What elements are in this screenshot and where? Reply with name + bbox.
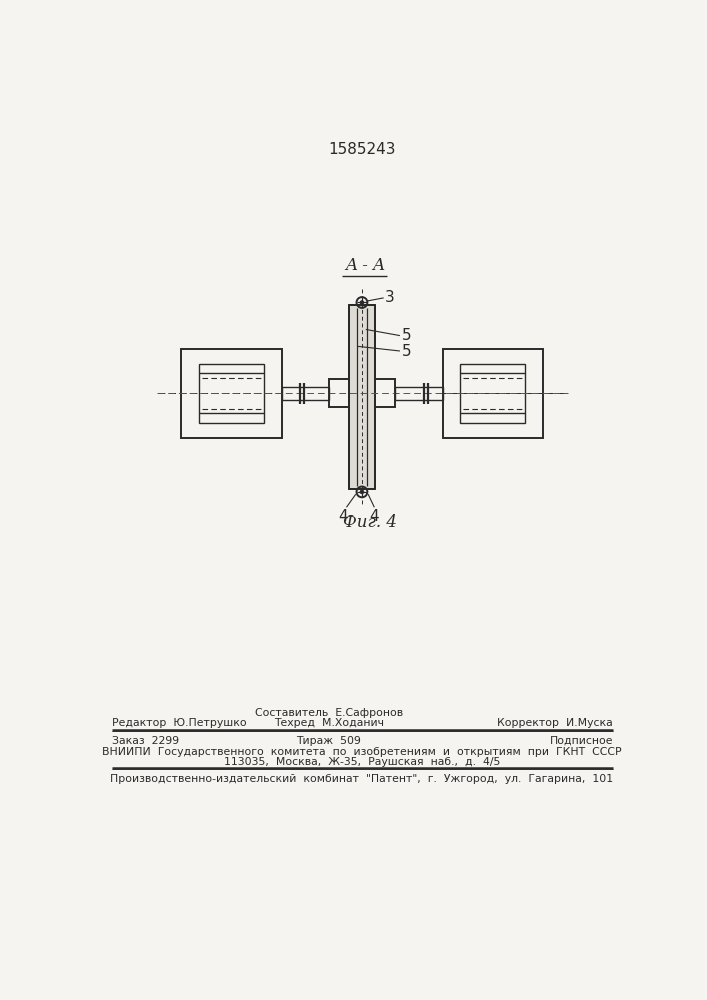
Text: Редактор  Ю.Петрушко: Редактор Ю.Петрушко bbox=[112, 718, 246, 728]
Text: Производственно-издательский  комбинат  "Патент",  г.  Ужгород,  ул.  Гагарина, : Производственно-издательский комбинат "П… bbox=[110, 774, 614, 784]
Text: 3: 3 bbox=[385, 290, 395, 305]
Circle shape bbox=[361, 301, 363, 304]
Text: Тираж  509: Тираж 509 bbox=[296, 736, 361, 746]
Text: A - A: A - A bbox=[345, 257, 385, 274]
Bar bbox=[395, 387, 443, 400]
Text: ВНИИПИ  Государственного  комитета  по  изобретениям  и  открытиям  при  ГКНТ  С: ВНИИПИ Государственного комитета по изоб… bbox=[102, 747, 621, 757]
Text: 4: 4 bbox=[370, 509, 379, 524]
Text: Фиг. 4: Фиг. 4 bbox=[343, 514, 397, 531]
Bar bbox=[282, 387, 329, 400]
Bar bbox=[349, 305, 375, 489]
Bar bbox=[375, 379, 395, 407]
Text: Заказ  2299: Заказ 2299 bbox=[112, 736, 179, 746]
Text: 1585243: 1585243 bbox=[328, 142, 396, 157]
Bar bbox=[329, 379, 349, 407]
Text: Составитель  Е.Сафронов: Составитель Е.Сафронов bbox=[255, 708, 403, 718]
Text: Техред  М.Ходанич: Техред М.Ходанич bbox=[274, 718, 384, 728]
Bar bbox=[199, 364, 264, 423]
Circle shape bbox=[361, 490, 363, 494]
Bar bbox=[182, 349, 282, 438]
Text: Подписное: Подписное bbox=[549, 736, 613, 746]
Bar bbox=[460, 364, 525, 423]
Bar bbox=[443, 349, 543, 438]
Text: Корректор  И.Муска: Корректор И.Муска bbox=[497, 718, 613, 728]
Text: 5: 5 bbox=[402, 344, 411, 359]
Text: 4: 4 bbox=[339, 509, 348, 524]
Text: 113035,  Москва,  Ж-35,  Раушская  наб.,  д.  4/5: 113035, Москва, Ж-35, Раушская наб., д. … bbox=[223, 757, 500, 767]
Text: 5: 5 bbox=[402, 328, 411, 343]
